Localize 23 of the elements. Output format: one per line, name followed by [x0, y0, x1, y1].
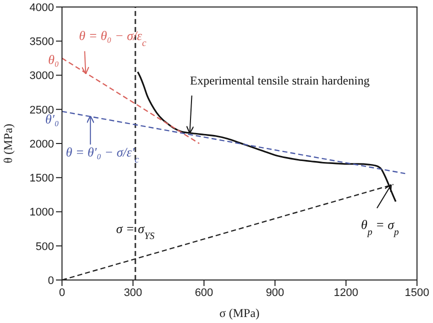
x-tick-label: 0 — [58, 286, 66, 299]
x-tick-label: 600 — [194, 286, 214, 299]
y-tick-label: 2000 — [30, 138, 54, 150]
y-tick-label: 500 — [36, 240, 54, 253]
annotation: θ = θ′₀ − σ/ε′$_{c}$ — [66, 144, 140, 166]
x-tick-label: 300 — [124, 286, 142, 299]
annotation: Experimental tensile strain hardening — [190, 74, 370, 88]
y-tick-label: 4000 — [30, 2, 54, 14]
y-tick-label: 1000 — [30, 206, 54, 219]
x-tick-label: 1500 — [404, 286, 430, 299]
annotation: θ$_{p}$ = σ$_{p}$ — [361, 217, 400, 238]
annotation: θ₀ — [48, 52, 59, 68]
x-tick-label: 900 — [266, 286, 284, 299]
line-series — [136, 71, 396, 202]
y-tick-label: 0 — [48, 274, 54, 287]
y-tick-label: 1500 — [30, 172, 54, 185]
y-axis-title: θ (MPa) — [1, 124, 15, 164]
annotation: θ = θ₀ − σ/ε$_{c}$ — [79, 28, 147, 49]
y-tick-label: 3000 — [30, 70, 54, 82]
y-tick-label: 3500 — [30, 36, 54, 48]
annotation: σ = σ$_{YS}$ — [116, 220, 155, 242]
x-axis-title: σ (MPa) — [219, 306, 260, 320]
x-tick-label: 1200 — [334, 286, 358, 299]
